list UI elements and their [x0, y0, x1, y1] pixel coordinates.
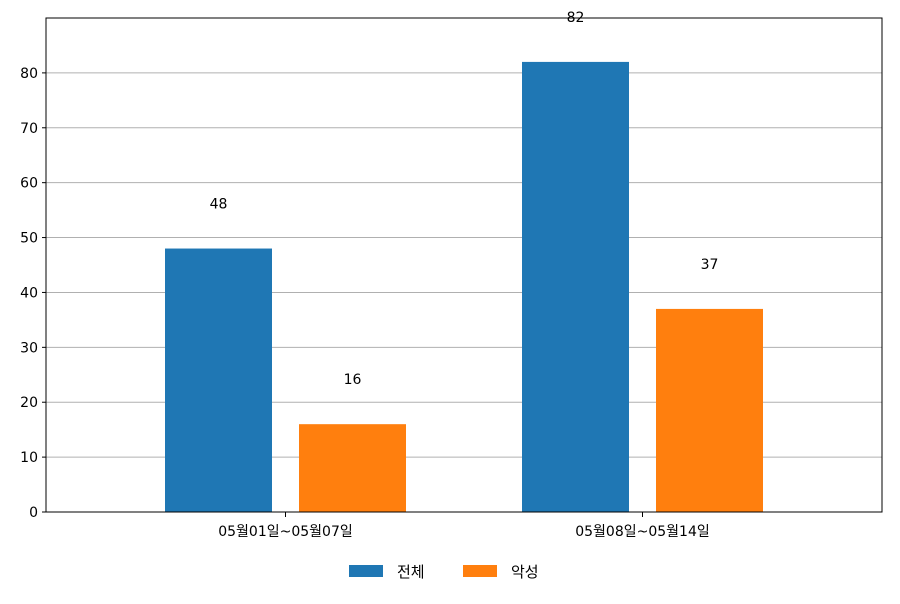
x-axis: 05월01일~05월07일 05월08일~05월14일: [218, 512, 710, 540]
legend-label: 전체: [397, 563, 425, 581]
y-tick-label: 30: [20, 340, 38, 356]
x-tick-label: 05월01일~05월07일: [218, 524, 353, 540]
legend: 전체 악성: [349, 563, 539, 581]
data-label: 48: [210, 197, 228, 213]
legend-swatch-악성: [463, 565, 497, 577]
data-label: 37: [701, 257, 719, 273]
y-tick-label: 60: [20, 176, 38, 192]
y-tick-label: 50: [20, 231, 38, 247]
legend-label: 악성: [511, 563, 539, 581]
y-tick-label: 0: [29, 505, 38, 521]
bar-전체: [522, 61, 629, 513]
y-tick-label: 20: [20, 395, 38, 411]
legend-swatch-전체: [349, 565, 383, 577]
bar-악성: [656, 308, 763, 512]
x-tick-label: 05월08일~05월14일: [575, 524, 710, 540]
bars: [165, 61, 763, 513]
data-label: 16: [344, 372, 362, 388]
y-tick-label: 40: [20, 285, 38, 301]
plot-frame: [45, 17, 883, 513]
y-tick-label: 80: [20, 66, 38, 82]
y-tick-label: 70: [20, 121, 38, 137]
bar-전체: [165, 248, 272, 513]
bar-악성: [299, 424, 406, 512]
y-axis: 0 10 20 30 40 50 60 70 80: [20, 66, 46, 521]
y-tick-label: 10: [20, 450, 38, 466]
